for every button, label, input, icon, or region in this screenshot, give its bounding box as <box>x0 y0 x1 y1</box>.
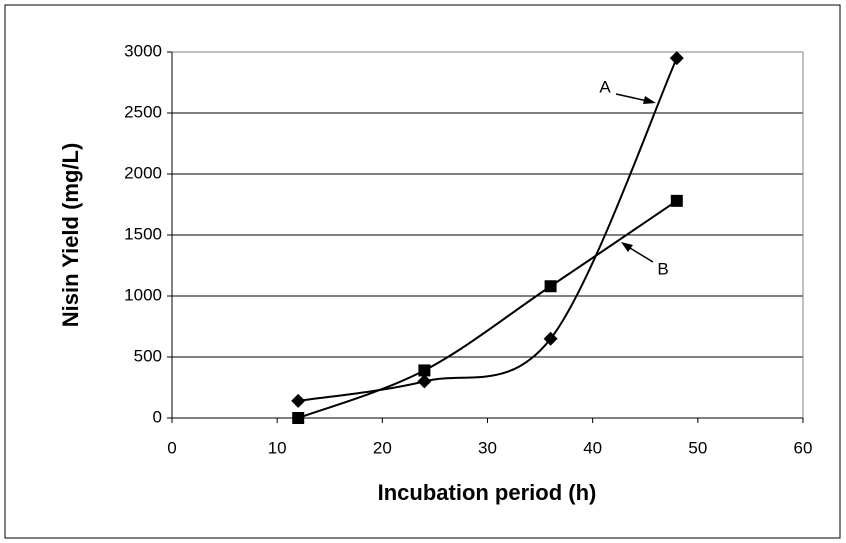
x-tick-label: 60 <box>794 438 813 457</box>
x-tick-label: 0 <box>167 438 176 457</box>
y-tick-label: 0 <box>153 407 162 426</box>
x-tick-label: 10 <box>268 438 287 457</box>
y-axis-title: Nisin Yield (mg/L) <box>58 143 83 328</box>
y-tick-label: 1500 <box>124 224 162 243</box>
square-marker <box>292 412 305 424</box>
diamond-marker <box>543 331 558 346</box>
diamond-marker <box>669 51 684 66</box>
arrow-head <box>621 242 633 252</box>
x-tick-label: 30 <box>478 438 497 457</box>
series-line <box>297 200 678 419</box>
square-marker <box>418 364 431 377</box>
x-tick-label: 50 <box>688 438 707 457</box>
y-tick-label: 3000 <box>124 41 162 60</box>
diamond-marker <box>291 393 306 408</box>
y-tick-label: 500 <box>134 346 162 365</box>
diamond-marker <box>417 374 432 389</box>
series-line <box>298 57 678 402</box>
x-tick-label: 40 <box>583 438 602 457</box>
square-marker <box>670 194 683 207</box>
chart-frame <box>4 4 841 539</box>
arrow-head <box>643 96 656 104</box>
square-marker <box>544 280 557 293</box>
y-tick-label: 2500 <box>124 102 162 121</box>
series-label: A <box>599 77 611 96</box>
x-tick-label: 20 <box>373 438 392 457</box>
y-tick-label: 2000 <box>124 163 162 182</box>
y-tick-label: 1000 <box>124 285 162 304</box>
x-axis-title: Incubation period (h) <box>378 480 597 505</box>
series-label: B <box>657 259 668 278</box>
